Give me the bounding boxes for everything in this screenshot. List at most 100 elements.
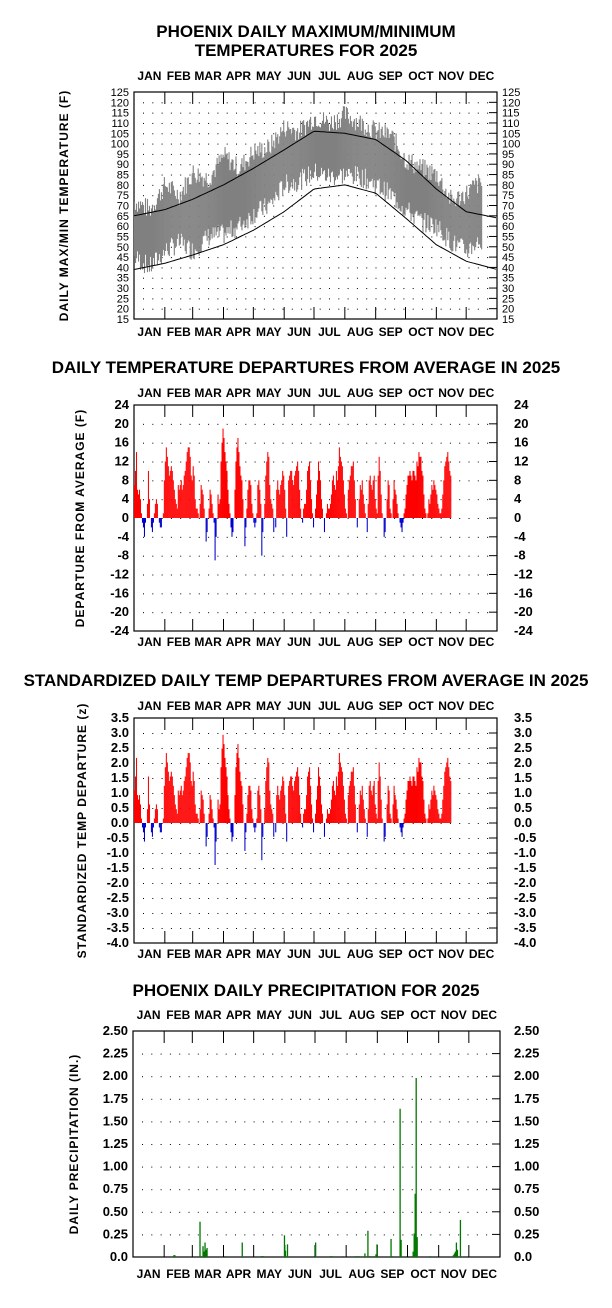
grid-dot [263, 612, 265, 614]
month-label-bottom: MAY [256, 1267, 282, 1281]
grid-dot [403, 423, 405, 425]
positive-departure-bar [318, 776, 321, 823]
grid-dot [403, 928, 405, 929]
month-label-bottom: JUN [287, 947, 311, 961]
temp-range-bar [398, 151, 400, 209]
month-label-top: AUG [347, 69, 374, 83]
grid-dot [208, 898, 210, 899]
grid-dot [273, 215, 275, 217]
positive-departure-bar [237, 437, 239, 518]
grid-dot [375, 593, 377, 595]
temp-range-bar [476, 180, 478, 242]
positive-departure-bar [431, 485, 433, 518]
grid-dot [300, 1053, 302, 1055]
positive-departure-bar [281, 480, 283, 518]
grid-dot [329, 574, 330, 576]
temp-range-bar [309, 119, 311, 183]
positive-departure-bar [430, 494, 432, 518]
grid-dot [244, 1166, 246, 1168]
grid-dot [245, 853, 247, 854]
positive-departure-bar [441, 813, 443, 823]
grid-dot [273, 308, 275, 310]
positive-departure-bar [319, 480, 322, 518]
positive-departure-bar [349, 475, 351, 518]
grid-dot [338, 898, 340, 899]
positive-departure-bar [439, 818, 441, 823]
positive-departure-bar [249, 480, 251, 518]
grid-dot [347, 536, 349, 538]
positive-departure-bar [316, 785, 319, 823]
temp-range-bar [186, 177, 188, 244]
grid-dot [375, 778, 377, 779]
grid-dot [208, 574, 210, 576]
temp-range-bar [176, 189, 178, 239]
grid-dot [169, 1144, 171, 1145]
negative-departure-bar [402, 823, 404, 828]
positive-departure-bar [381, 513, 383, 518]
grid-dot [346, 1166, 348, 1168]
grid-dot [412, 153, 414, 155]
grid-dot [393, 1189, 395, 1191]
positive-departure-bar [282, 470, 284, 518]
grid-dot [375, 928, 377, 929]
temp-range-bar [251, 156, 253, 222]
positive-departure-bar [376, 818, 378, 823]
positive-departure-bar [225, 767, 227, 823]
temp-range-bar [229, 170, 231, 234]
grid-dot [329, 748, 330, 749]
grid-dot [226, 442, 228, 444]
temp-range-bar [450, 189, 452, 251]
positive-departure-bar [201, 795, 203, 823]
grid-dot [346, 1121, 348, 1123]
grid-dot [198, 913, 200, 914]
grid-dot [161, 536, 163, 538]
grid-dot [430, 1053, 432, 1055]
negative-departure-bar [232, 823, 234, 837]
temp-range-bar [332, 129, 335, 178]
grid-dot [254, 536, 256, 538]
grid-dot [422, 518, 423, 519]
y-tick-label-right: 100 [502, 139, 520, 151]
grid-dot [477, 143, 479, 145]
temp-range-bar [234, 168, 236, 239]
grid-dot [282, 763, 284, 764]
positive-departure-bar [184, 470, 186, 518]
temp-range-bar [154, 209, 156, 253]
grid-dot [291, 593, 293, 595]
negative-departure-bar [205, 823, 207, 847]
grid-dot [273, 102, 275, 104]
grid-dot [151, 1098, 153, 1100]
precip-bar [203, 1251, 205, 1257]
grid-dot [403, 442, 405, 444]
grid-dot [236, 823, 237, 824]
grid-dot [476, 1211, 478, 1213]
temp-range-bar [449, 203, 451, 248]
grid-dot [235, 1121, 236, 1123]
positive-departure-bar [350, 771, 352, 823]
grid-dot [402, 1189, 404, 1191]
grid-dot [273, 574, 275, 576]
grid-dot [245, 536, 247, 538]
positive-departure-bar [338, 753, 340, 823]
positive-departure-bar [389, 813, 391, 823]
grid-dot [319, 195, 321, 197]
grid-dot [188, 1098, 190, 1100]
temp-range-bar [413, 173, 415, 224]
grid-dot [282, 913, 284, 914]
temp-range-bar [423, 177, 425, 220]
grid-dot [459, 143, 461, 145]
grid-dot [291, 122, 293, 124]
grid-dot [160, 1189, 162, 1191]
grid-dot [384, 102, 386, 104]
positive-departure-bar [312, 818, 314, 823]
grid-dot [142, 1053, 143, 1055]
positive-departure-bar [288, 480, 290, 518]
positive-departure-bar [389, 508, 391, 518]
grid-dot [487, 277, 489, 279]
grid-dot [431, 883, 433, 884]
grid-dot [152, 164, 154, 166]
grid-dot [458, 1144, 460, 1145]
grid-dot [282, 593, 284, 595]
positive-departure-bar [403, 513, 405, 518]
grid-dot [180, 133, 182, 135]
